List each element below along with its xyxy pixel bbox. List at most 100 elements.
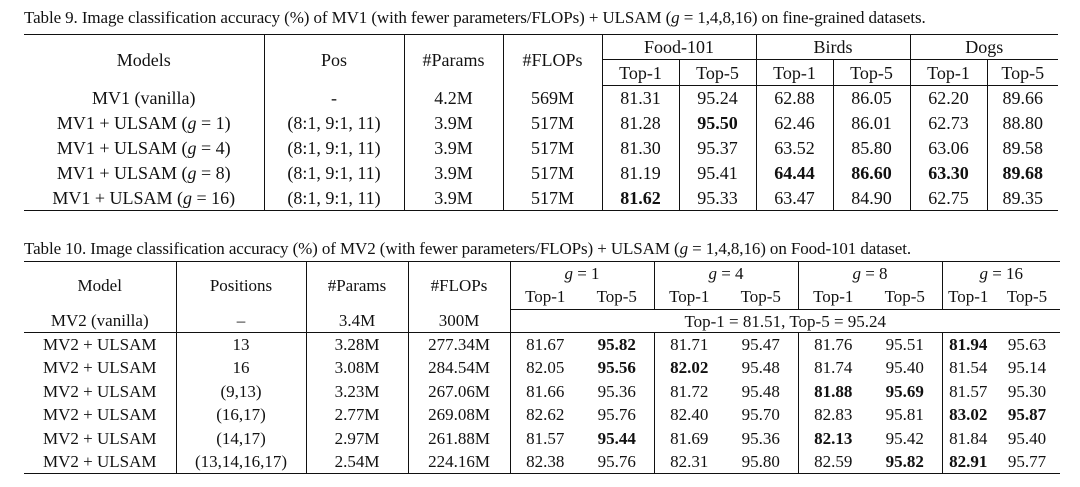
table9-caption-g: g: [671, 8, 680, 27]
table9-row: MV1 + ULSAM (g = 8) (8:1, 9:1, 11) 3.9M 517…: [24, 160, 1059, 186]
table10-row: MV2 + ULSAM (9,13) 3.23M 267.06M 81.66 95.36 8…: [24, 379, 1060, 404]
table10-cell-flops: 267.06M: [407, 379, 510, 403]
table10-cell-value: 95.70: [741, 405, 780, 425]
table10-caption-post: = 1,4,8,16) on Food-101 dataset.: [687, 239, 911, 258]
table10-cell-value: 82.13: [797, 426, 868, 450]
table9-cell-value: 89.68: [986, 160, 1059, 186]
table10-header-top5: Top-5: [580, 284, 654, 310]
table10-caption-g: g: [679, 239, 689, 258]
table10-cell-value: 81.72: [653, 379, 724, 403]
table10-cell-value: 81.69: [653, 426, 724, 450]
table10-cell-positions: (16,17): [175, 403, 306, 427]
table10-cell-flops: 224.16M: [407, 450, 510, 474]
table10-header-top1: Top-1: [797, 284, 868, 310]
table9-cell-params: 3.9M: [403, 185, 503, 211]
table10-cell-value: 82.40: [653, 403, 724, 427]
table10-cell-value: 95.77: [994, 450, 1060, 474]
table10-header-g4: g = 4: [653, 261, 798, 285]
table9-header-top1: Top-1: [909, 59, 988, 86]
table10-cell-positions: 16: [175, 356, 306, 380]
table10-cell-value: 82.31: [653, 450, 724, 474]
table10-cell-value-bold: 95.82: [597, 335, 636, 354]
table10-cell-value: 82.38: [509, 450, 580, 474]
table9-cell-value-bold: 86.60: [851, 163, 892, 183]
table10-cell-value-bold: 82.02: [670, 358, 709, 378]
table10-header-g-value: = 4: [716, 263, 744, 283]
table10-cell-params: 3.28M: [305, 332, 408, 356]
table9-row: MV1 (vanilla) -4.2M 569M 81.31 95.24 62.88 86.…: [24, 85, 1059, 111]
table9-cell-value-bold: 89.68: [1002, 163, 1044, 183]
table10-header-top5: Top-5: [994, 284, 1060, 310]
table9-cell-model: MV1 + ULSAM (g = 16): [24, 185, 264, 211]
table9-header-top1: Top-1: [755, 59, 834, 86]
table9: Models Pos #Params #FLOPs Food-101 Birds…: [24, 34, 1059, 211]
table10-cell-model: MV2 + ULSAM: [43, 428, 157, 448]
table10-cell-params: 2.54M: [305, 450, 408, 474]
table10-cell-params: 3.08M: [305, 356, 408, 380]
table9-row: MV1 + ULSAM (g = 1) (8:1, 9:1, 11) 3.9M 517…: [24, 110, 1059, 136]
table10-cell-value-bold: 95.56: [597, 358, 636, 378]
table9-cell-value: 86.60: [832, 160, 911, 186]
table10-cell-value-bold: 82.13: [814, 428, 853, 448]
table9-cell-params: 3.9M: [403, 135, 503, 161]
table10-cell-value: 95.30: [1007, 381, 1047, 401]
table9-cell-value: 63.30: [909, 160, 988, 186]
table10-row: MV2 + ULSAM (16,17) 2.77M 269.08M 82.62 95.76…: [24, 403, 1060, 427]
table10-cell-value: 95.80: [724, 450, 798, 474]
table9-header-food101: Food-101: [601, 34, 757, 60]
table9-cell-value: 88.80: [986, 110, 1059, 136]
table9-model-text: = 1): [196, 113, 231, 133]
table10-header-g-symbol: g: [979, 263, 988, 283]
table9-header-params: #Params: [403, 34, 503, 86]
table9-cell-value: 63.47: [755, 185, 834, 211]
table9-row: MV1 + ULSAM (g = 4) (8:1, 9:1, 11) 3.9M 517…: [24, 135, 1059, 161]
table10-cell-model: MV2 + ULSAM: [24, 450, 176, 474]
table10-cell-model: MV2 + ULSAM: [43, 381, 157, 401]
table10-cell-params: 2.97M: [305, 426, 408, 450]
table9-cell-value: 85.80: [832, 135, 911, 161]
table10-cell-value-bold: 83.02: [949, 405, 988, 425]
table10-cell-value-bold: 81.88: [814, 381, 853, 401]
table10-header-top5: Top-5: [724, 284, 798, 310]
table10-cell-positions: (9,13): [175, 379, 306, 403]
table10-row: MV2 + ULSAM (13,14,16,17) 2.54M 224.16M 82.3…: [24, 450, 1060, 474]
table9-cell-params: 3.9M: [403, 110, 503, 136]
table10-cell-value: 81.76: [797, 332, 868, 356]
table10-header-positions: Positions: [175, 261, 306, 310]
table9-model-text: = 8): [196, 163, 231, 183]
table10-cell-value: 81.74: [797, 356, 868, 380]
table9-cell-flops: 569M: [502, 85, 602, 111]
table10-cell-model: MV2 + ULSAM: [43, 358, 157, 378]
table10-cell-value: 95.69: [868, 380, 942, 404]
table9-cell-flops: 517M: [502, 110, 602, 136]
table10-cell-flops: 269.08M: [407, 403, 510, 427]
table10-cell-value: 82.05: [509, 356, 580, 380]
table9-cell-pos: (8:1, 9:1, 11): [263, 185, 404, 211]
table10-cell-value: 82.91: [941, 450, 994, 474]
table9-model-text: MV1 + ULSAM (: [56, 113, 188, 133]
table9-cell-value: 63.06: [909, 135, 988, 161]
table10-header-g-symbol: g: [564, 263, 573, 283]
table9-cell-value: 89.58: [986, 135, 1059, 161]
table10-cell-value: 81.84: [941, 426, 994, 450]
table9-model-g: g: [187, 138, 197, 158]
table9-cell-value: 95.37: [678, 135, 757, 161]
table10-vanilla-model: MV2 (vanilla): [24, 309, 176, 333]
table9-model-text: MV1 + ULSAM (: [56, 138, 188, 158]
table9-cell-value: 81.28: [601, 110, 679, 136]
table10-cell-value: 81.54: [941, 356, 994, 380]
table9-cell-value: 81.62: [601, 185, 679, 211]
table9-model-text: MV1 + ULSAM (: [52, 187, 183, 208]
table10-cell-value: 81.88: [797, 379, 868, 403]
table10: Model Positions #Params #FLOPs g = 1 g =…: [24, 261, 1060, 474]
table9-cell-value: 95.33: [678, 185, 757, 211]
table10-cell-value: 82.62: [509, 403, 580, 427]
table9-cell-value: 62.73: [909, 110, 988, 136]
table10-cell-value: 95.14: [1007, 358, 1047, 378]
table9-cell-params: 3.9M: [403, 160, 503, 186]
table9-cell-pos: -: [263, 85, 404, 111]
table10-cell-value: 95.76: [597, 405, 636, 425]
table10-cell-value: 95.51: [885, 335, 924, 354]
table10-vanilla-positions: –: [175, 309, 306, 333]
table10-header-g1: g = 1: [509, 261, 654, 285]
